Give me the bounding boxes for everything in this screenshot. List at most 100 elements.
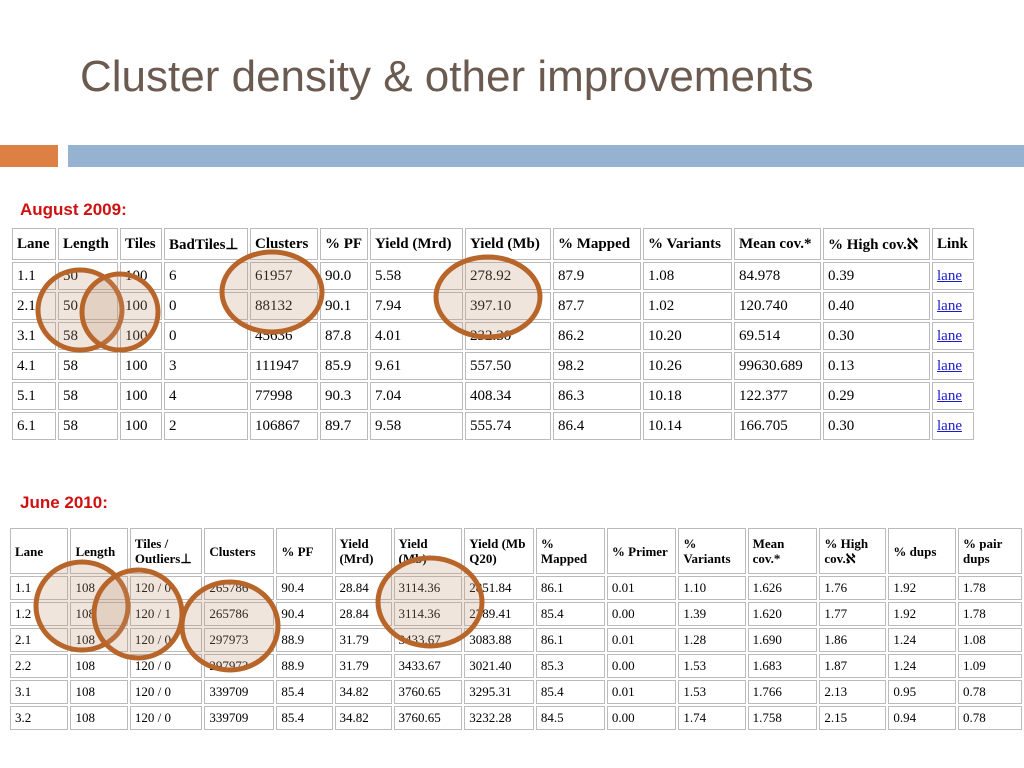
column-header: Length <box>58 228 118 260</box>
table-cell: 1.74 <box>678 706 746 730</box>
table-cell: 88.9 <box>276 654 333 678</box>
table-cell: 1.08 <box>643 262 732 290</box>
table-cell: 339709 <box>204 706 275 730</box>
data-table: Lane Length Tiles BadTiles⊥ Clusters% PF Yiel… <box>10 226 976 442</box>
column-header: % Mapped <box>535 528 605 574</box>
table-cell: 120 / 0 <box>129 654 203 678</box>
table-cell: 555.74 <box>465 412 551 440</box>
column-header: Lane <box>10 528 69 574</box>
table-cell: 278.92 <box>465 262 551 290</box>
table-cell: 10.14 <box>643 412 732 440</box>
table-cell: 9.58 <box>370 412 463 440</box>
table-cell: 88.9 <box>276 628 333 652</box>
table-cell: 1.53 <box>678 680 746 704</box>
table-cell: 85.3 <box>535 654 605 678</box>
table-cell: 87.8 <box>320 322 368 350</box>
column-header: BadTiles⊥ <box>164 228 248 260</box>
lane-link[interactable]: lane <box>937 357 962 374</box>
table-cell: 0.00 <box>606 602 677 626</box>
table-cell: 3021.40 <box>464 654 534 678</box>
table-cell: 100 <box>120 292 162 320</box>
table-cell: 4.01 <box>370 322 463 350</box>
table-cell: 120 / 0 <box>129 576 203 600</box>
table-cell: 58 <box>58 412 118 440</box>
table-cell: 1.77 <box>819 602 887 626</box>
table-cell: 6 <box>164 262 248 290</box>
table-cell: 5.1 <box>12 382 56 410</box>
table-cell: lane <box>932 382 974 410</box>
table-cell: 2.1 <box>10 628 69 652</box>
lane-link[interactable]: lane <box>937 327 962 344</box>
table-cell: 1.24 <box>888 628 956 652</box>
table-cell: 69.514 <box>734 322 821 350</box>
table-cell: 58 <box>58 322 118 350</box>
table-cell: 108 <box>70 706 128 730</box>
table-cell: 31.79 <box>334 654 392 678</box>
table-cell: 3232.28 <box>464 706 534 730</box>
table-cell: 2.2 <box>10 654 69 678</box>
table-cell: 7.04 <box>370 382 463 410</box>
data-table: Lane Length Tiles / Outliers⊥ Clusters% PF Y… <box>8 526 1024 732</box>
column-header: % High cov.ℵ <box>823 228 930 260</box>
table-cell: 0.40 <box>823 292 930 320</box>
table-cell: 99630.689 <box>734 352 821 380</box>
table-cell: 85.9 <box>320 352 368 380</box>
table-cell: 0.00 <box>606 706 677 730</box>
table-cell: 6.1 <box>12 412 56 440</box>
column-header: % PF <box>320 228 368 260</box>
column-header: % Mapped <box>553 228 641 260</box>
table-cell: 100 <box>120 262 162 290</box>
table-cell: 1.620 <box>747 602 818 626</box>
table-cell: 85.4 <box>535 602 605 626</box>
table-cell: 120.740 <box>734 292 821 320</box>
lane-link[interactable]: lane <box>937 417 962 434</box>
table-cell: 297973 <box>204 654 275 678</box>
table-cell: 50 <box>58 292 118 320</box>
table-cell: 34.82 <box>334 706 392 730</box>
table-cell: 50 <box>58 262 118 290</box>
table-cell: 0 <box>164 322 248 350</box>
table-cell: 9.61 <box>370 352 463 380</box>
lane-link[interactable]: lane <box>937 387 962 404</box>
table-cell: 108 <box>70 654 128 678</box>
table-cell: 90.1 <box>320 292 368 320</box>
section-label: June 2010: <box>20 493 108 512</box>
table-cell: 120 / 0 <box>129 706 203 730</box>
lane-link[interactable]: lane <box>937 267 962 284</box>
table-cell: 3.1 <box>10 680 69 704</box>
table-cell: 120 / 1 <box>129 602 203 626</box>
column-header: Clusters <box>204 528 275 574</box>
table-cell: 86.1 <box>535 628 605 652</box>
table-cell: 2.15 <box>819 706 887 730</box>
table-cell: 1.09 <box>957 654 1022 678</box>
table-cell: 120 / 0 <box>129 628 203 652</box>
accent-bar <box>68 145 1024 167</box>
table-cell: 1.76 <box>819 576 887 600</box>
table-cell: 90.4 <box>276 576 333 600</box>
lane-link[interactable]: lane <box>937 297 962 314</box>
table-cell: 31.79 <box>334 628 392 652</box>
table-cell: 34.82 <box>334 680 392 704</box>
table-cell: lane <box>932 262 974 290</box>
table-cell: 1.87 <box>819 654 887 678</box>
column-header: % Primer <box>606 528 677 574</box>
table-cell: 89.7 <box>320 412 368 440</box>
table-cell: 0 <box>164 292 248 320</box>
table-cell: 0.30 <box>823 412 930 440</box>
slide-title: Cluster density & other improvements <box>80 52 814 101</box>
table-cell: 1.1 <box>12 262 56 290</box>
column-header: % dups <box>888 528 956 574</box>
table-cell: 0.30 <box>823 322 930 350</box>
table-cell: 2 <box>164 412 248 440</box>
table-cell: 339709 <box>204 680 275 704</box>
table-cell: 45636 <box>250 322 318 350</box>
table-cell: 85.4 <box>535 680 605 704</box>
column-header: Yield (Mb) <box>393 528 463 574</box>
table-cell: 0.01 <box>606 576 677 600</box>
table-cell: 1.690 <box>747 628 818 652</box>
table-cell: 84.5 <box>535 706 605 730</box>
column-header: Tiles / Outliers⊥ <box>129 528 203 574</box>
table-cell: 166.705 <box>734 412 821 440</box>
table-cell: 1.92 <box>888 576 956 600</box>
